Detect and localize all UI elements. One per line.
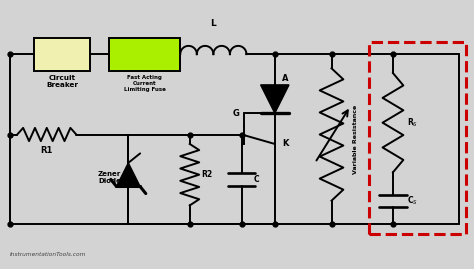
- Text: A: A: [282, 73, 288, 83]
- Text: Fast Acting
Current
Limiting Fuse: Fast Acting Current Limiting Fuse: [124, 75, 166, 92]
- Text: G: G: [232, 109, 239, 118]
- Text: InstrumentationTools.com: InstrumentationTools.com: [10, 252, 87, 257]
- Text: L: L: [210, 19, 216, 28]
- Text: R$_S$: R$_S$: [407, 116, 419, 129]
- Text: Zener
Diode: Zener Diode: [98, 171, 121, 183]
- Polygon shape: [261, 85, 289, 113]
- Text: K: K: [282, 139, 288, 148]
- Bar: [109, 38, 180, 71]
- Bar: [34, 38, 91, 71]
- Text: R2: R2: [201, 170, 213, 179]
- Polygon shape: [117, 163, 140, 186]
- Text: C$_S$: C$_S$: [407, 194, 418, 207]
- Text: Variable Resistance: Variable Resistance: [353, 105, 358, 174]
- Text: R1: R1: [41, 146, 53, 155]
- Text: C: C: [254, 175, 259, 184]
- Text: Circuit
Breaker: Circuit Breaker: [46, 75, 78, 89]
